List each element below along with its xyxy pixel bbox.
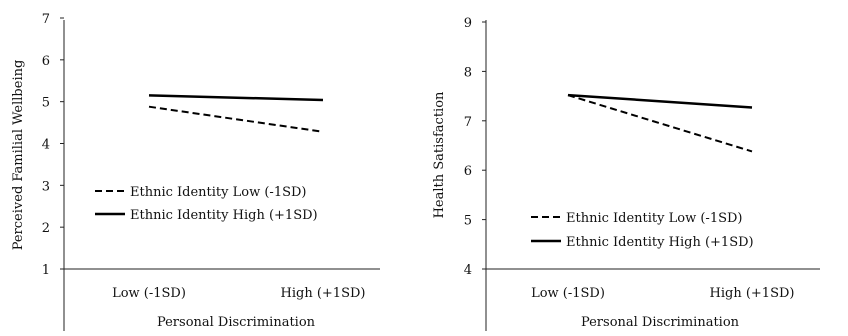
chart-2-xlabel: Personal Discrimination — [581, 315, 740, 330]
y-tick-label: 5 — [42, 96, 50, 111]
chart-1-legend-low-label: Ethnic Identity Low (-1SD) — [130, 185, 307, 200]
chart-2-ylabel: Health Satisfaction — [432, 91, 447, 218]
y-tick-label: 4 — [464, 263, 472, 278]
chart-2-legend: Ethnic Identity Low (-1SD) Ethnic Identi… — [531, 211, 754, 250]
chart-1-legend-high-label: Ethnic Identity High (+1SD) — [130, 208, 318, 223]
chart-2-legend-high-label: Ethnic Identity High (+1SD) — [566, 235, 754, 250]
chart-2-series-low-line — [567, 94, 753, 153]
y-tick-label: 1 — [42, 263, 50, 278]
chart-1-series-low-line — [148, 105, 324, 133]
chart-2-cat-high: High (+1SD) — [710, 286, 795, 301]
chart-2: 4 5 6 7 8 9 Health Satisfaction Low (-1SD) Hi… — [432, 16, 820, 331]
y-tick-label: 9 — [464, 16, 472, 31]
y-tick-label: 7 — [464, 115, 472, 130]
y-tick-label: 3 — [42, 179, 50, 194]
chart-1-y-ticks: 1 2 3 4 5 6 7 — [42, 12, 64, 278]
chart-2-series-high-line — [567, 93, 753, 109]
y-tick-label: 6 — [464, 164, 472, 179]
chart-1: 1 2 3 4 5 6 7 Perceived Familial Wellbeing Low… — [11, 12, 380, 331]
chart-1-xlabel: Personal Discrimination — [157, 315, 316, 330]
chart-1-cat-low: Low (-1SD) — [112, 286, 186, 301]
chart-2-cat-low: Low (-1SD) — [531, 286, 605, 301]
y-tick-label: 5 — [464, 214, 472, 229]
y-tick-label: 4 — [42, 138, 50, 153]
y-tick-label: 2 — [42, 221, 50, 236]
chart-1-cat-high: High (+1SD) — [281, 286, 366, 301]
y-tick-label: 6 — [42, 54, 50, 69]
y-tick-label: 7 — [42, 12, 50, 27]
chart-2-legend-low-label: Ethnic Identity Low (-1SD) — [566, 211, 743, 226]
chart-2-y-ticks: 4 5 6 7 8 9 — [464, 16, 486, 278]
chart-1-legend: Ethnic Identity Low (-1SD) Ethnic Identi… — [95, 185, 318, 223]
y-tick-label: 8 — [464, 65, 472, 80]
chart-1-ylabel: Perceived Familial Wellbeing — [11, 60, 26, 251]
chart-1-series-high-line — [148, 94, 324, 102]
